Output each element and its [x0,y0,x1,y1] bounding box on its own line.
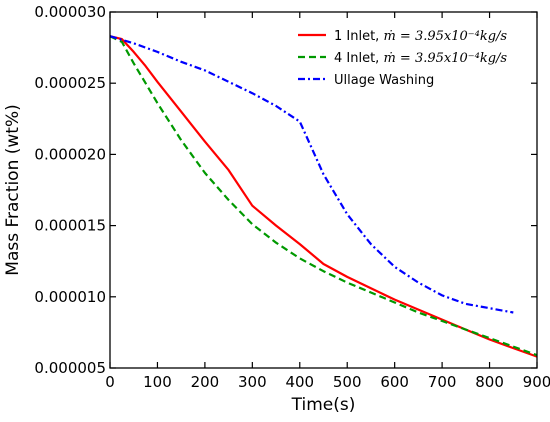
y-axis-ticks: 0.000005 0.000010 0.000015 0.000020 0.000025… [34,3,537,377]
x-tick-label: 200 [191,373,220,391]
y-axis-label: Mass Fraction (wt%) [3,104,23,275]
x-axis-ticks: 0 100 200 300 400 500 600 700 800 900 [105,12,550,391]
y-tick-label: 0.000020 [34,145,106,163]
series-layer [109,35,538,358]
x-tick-label: 700 [428,373,457,391]
series-line-3 [109,35,514,314]
legend: 1 Inlet, ṁ = 3.95x10⁻⁴kg/s 4 Inlet, ṁ = 3… [298,29,507,88]
x-tick-label: 500 [333,373,362,391]
x-tick-label: 800 [475,373,504,391]
y-tick-label: 0.000025 [34,74,106,92]
x-tick-label: 100 [143,373,172,391]
series-line-1 [109,35,538,358]
plot-frame [109,11,538,369]
y-tick-label: 0.000005 [34,359,106,377]
x-tick-label: 400 [285,373,314,391]
x-tick-label: 0 [105,373,115,391]
legend-label-2: 4 Inlet, ṁ = 3.95x10⁻⁴kg/s [334,51,507,66]
x-tick-label: 300 [238,373,267,391]
legend-label-1: 1 Inlet, ṁ = 3.95x10⁻⁴kg/s [334,29,507,44]
y-tick-label: 0.000030 [34,3,106,21]
x-tick-label: 600 [380,373,409,391]
x-axis-label: Time(s) [291,395,356,415]
y-tick-label: 0.000010 [34,288,106,306]
y-tick-label: 0.000015 [34,217,106,235]
series-line-2 [109,35,538,357]
x-tick-label: 900 [523,373,550,391]
legend-label-3: Ullage Washing [334,73,434,88]
